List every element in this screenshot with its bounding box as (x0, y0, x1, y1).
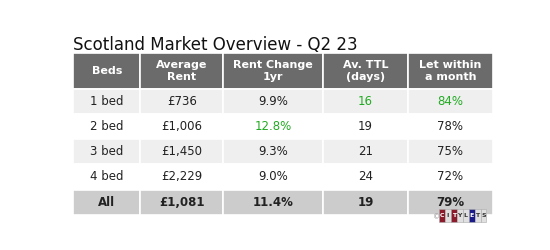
Text: 79%: 79% (436, 196, 465, 209)
Bar (408, 164, 493, 190)
Text: Scotland Market Overview - Q2 23: Scotland Market Overview - Q2 23 (73, 36, 358, 54)
Bar (73, 164, 140, 190)
Text: 84%: 84% (437, 95, 464, 108)
Text: L: L (464, 213, 468, 218)
Bar (223, 190, 323, 215)
Bar (223, 114, 323, 139)
Text: 16: 16 (358, 95, 373, 108)
Text: Average
Rent: Average Rent (156, 60, 207, 82)
Bar (73, 89, 140, 114)
Bar (140, 190, 223, 215)
Text: Av. TTL
(days): Av. TTL (days) (343, 60, 388, 82)
Text: 9.9%: 9.9% (258, 95, 288, 108)
Bar (323, 114, 408, 139)
Text: Y: Y (458, 213, 462, 218)
Text: 75%: 75% (437, 145, 464, 158)
Text: Beds: Beds (91, 66, 122, 76)
Bar (223, 139, 323, 164)
Bar (445, 209, 450, 222)
Text: Rent Change
1yr: Rent Change 1yr (233, 60, 313, 82)
Text: 4 bed: 4 bed (90, 170, 124, 183)
Bar (450, 209, 456, 222)
Bar (140, 139, 223, 164)
Text: 78%: 78% (437, 120, 464, 133)
Bar (223, 164, 323, 190)
Text: I: I (447, 213, 449, 218)
Text: 1 bed: 1 bed (90, 95, 124, 108)
Bar (408, 114, 493, 139)
Text: 72%: 72% (437, 170, 464, 183)
Text: C: C (439, 213, 444, 218)
Text: 9.0%: 9.0% (258, 170, 288, 183)
Bar (481, 209, 487, 222)
Bar (140, 89, 223, 114)
Bar (73, 190, 140, 215)
Bar (469, 209, 475, 222)
Text: £2,229: £2,229 (161, 170, 202, 183)
Text: 21: 21 (358, 145, 373, 158)
Text: Let within
a month: Let within a month (419, 60, 482, 82)
Bar (323, 139, 408, 164)
Text: 11.4%: 11.4% (252, 196, 294, 209)
Text: 24: 24 (358, 170, 373, 183)
Bar (140, 53, 223, 89)
Bar (223, 53, 323, 89)
Text: 19: 19 (358, 120, 373, 133)
Text: E: E (470, 213, 474, 218)
Bar (223, 89, 323, 114)
Text: T: T (452, 213, 456, 218)
Text: S: S (481, 213, 486, 218)
Bar (323, 53, 408, 89)
Text: 9.3%: 9.3% (258, 145, 288, 158)
Text: 12.8%: 12.8% (255, 120, 292, 133)
Bar (323, 89, 408, 114)
Bar (323, 164, 408, 190)
Bar (408, 190, 493, 215)
Bar (408, 89, 493, 114)
Text: £736: £736 (167, 95, 197, 108)
Text: £1,006: £1,006 (161, 120, 202, 133)
Text: 3 bed: 3 bed (90, 145, 123, 158)
Bar (475, 209, 481, 222)
Bar (73, 114, 140, 139)
Bar (408, 139, 493, 164)
Bar (73, 53, 140, 89)
Text: 2 bed: 2 bed (90, 120, 124, 133)
Text: 19: 19 (358, 196, 374, 209)
Text: All: All (98, 196, 116, 209)
Bar (323, 190, 408, 215)
Text: T: T (475, 213, 480, 218)
Bar (73, 139, 140, 164)
Bar (408, 53, 493, 89)
Text: £1,450: £1,450 (161, 145, 202, 158)
Bar (140, 164, 223, 190)
Text: ©: © (433, 215, 441, 221)
Bar (140, 114, 223, 139)
Text: £1,081: £1,081 (159, 196, 205, 209)
Bar (439, 209, 445, 222)
Bar (463, 209, 469, 222)
Bar (456, 209, 463, 222)
